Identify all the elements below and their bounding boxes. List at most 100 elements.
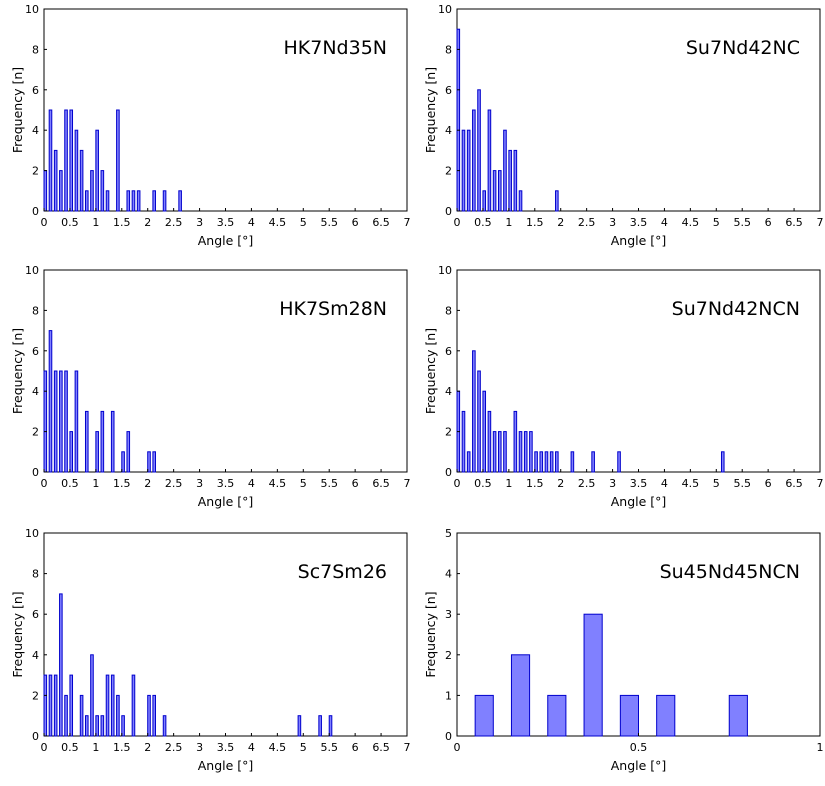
histogram-bar xyxy=(74,370,79,473)
x-tick-label: 2.5 xyxy=(578,477,596,490)
y-tick-label: 6 xyxy=(445,345,452,358)
histogram-bar xyxy=(48,330,53,473)
histogram-bar xyxy=(152,190,156,212)
histogram-bar xyxy=(487,410,492,473)
y-tick-label: 8 xyxy=(32,568,39,581)
histogram-bar xyxy=(95,715,99,737)
x-tick-label: 4.5 xyxy=(682,216,700,229)
histogram-bar xyxy=(100,170,105,212)
x-tick-label: 6 xyxy=(352,477,359,490)
y-tick-label: 8 xyxy=(445,43,452,56)
histogram-bar xyxy=(492,170,497,212)
histogram-bar xyxy=(74,129,79,212)
x-tick-label: 0.5 xyxy=(61,477,79,490)
x-tick-label: 5 xyxy=(300,216,307,229)
x-tick-label: 3.5 xyxy=(630,216,648,229)
x-tick-label: 1.5 xyxy=(113,477,131,490)
x-tick-label: 0 xyxy=(41,216,48,229)
histogram-bar xyxy=(555,190,559,212)
x-tick-label: 0.5 xyxy=(474,477,492,490)
histogram-bar xyxy=(570,451,575,473)
x-tick-label: 2.5 xyxy=(165,741,183,754)
x-tick-label: 2 xyxy=(144,216,151,229)
histogram-bar xyxy=(100,410,105,473)
x-tick-label: 3.5 xyxy=(217,741,235,754)
y-tick-label: 10 xyxy=(25,3,39,16)
y-tick-label: 0 xyxy=(32,205,39,218)
x-tick-label: 6.5 xyxy=(372,477,390,490)
x-tick-label: 1 xyxy=(505,477,512,490)
x-tick-label: 2 xyxy=(144,477,151,490)
histogram-bar xyxy=(510,654,531,737)
y-tick-label: 4 xyxy=(445,385,452,398)
x-tick-label: 0.5 xyxy=(61,216,79,229)
x-tick-label: 0 xyxy=(454,216,461,229)
x-tick-label: 5.5 xyxy=(320,216,338,229)
histogram-bar xyxy=(152,694,156,737)
histogram-bar xyxy=(472,109,476,212)
x-tick-label: 4.5 xyxy=(269,477,287,490)
histogram-bar xyxy=(492,431,497,473)
histogram-bar xyxy=(43,370,48,473)
histogram-bar xyxy=(477,370,481,473)
x-tick-label: 1.5 xyxy=(526,477,544,490)
x-axis-label: Angle [°] xyxy=(198,494,254,509)
y-tick-label: 4 xyxy=(32,124,39,137)
histogram-bar xyxy=(90,654,94,737)
x-tick-label: 3 xyxy=(609,477,616,490)
x-tick-label: 4 xyxy=(248,741,255,754)
histogram-bar xyxy=(90,170,94,212)
histogram-bar xyxy=(59,170,63,212)
x-tick-label: 3.5 xyxy=(630,477,648,490)
histogram-bar xyxy=(53,149,58,212)
histogram-bar xyxy=(617,451,621,473)
histogram-bar xyxy=(147,451,151,473)
y-axis-label: Frequency [n] xyxy=(10,591,25,677)
y-tick-label: 5 xyxy=(445,527,452,540)
histogram-bar xyxy=(79,694,84,737)
y-tick-label: 3 xyxy=(445,608,452,621)
panel-title: HK7Nd35N xyxy=(284,37,388,59)
histogram-bar xyxy=(591,451,595,473)
histogram-bar xyxy=(583,613,603,737)
x-tick-label: 5 xyxy=(300,741,307,754)
histogram-bar xyxy=(162,190,167,212)
x-tick-label: 4 xyxy=(661,477,668,490)
y-tick-label: 10 xyxy=(438,3,452,16)
histogram-bar xyxy=(126,190,131,212)
histogram-bar xyxy=(518,431,523,473)
histogram-bar xyxy=(482,390,487,473)
x-axis-label: Angle [°] xyxy=(611,494,667,509)
histogram-bar xyxy=(328,715,333,737)
histogram-bar xyxy=(513,149,518,212)
x-tick-label: 4 xyxy=(248,216,255,229)
histogram-panel: 0 2 4 6 8 10 0 0.5 1 1.5 2 2.5 3 3.5 4 4.5 5 5.5 6 6.5 7 Angl… xyxy=(10,527,411,773)
x-tick-label: 7 xyxy=(404,216,411,229)
histogram-bar xyxy=(59,370,63,473)
histogram-bar xyxy=(84,410,89,473)
x-tick-label: 2.5 xyxy=(578,216,596,229)
histogram-bar xyxy=(69,431,74,473)
histogram-bar xyxy=(84,190,89,212)
histogram-bar xyxy=(69,674,74,737)
x-tick-label: 2 xyxy=(557,216,564,229)
y-tick-label: 0 xyxy=(445,466,452,479)
y-tick-label: 10 xyxy=(25,264,39,277)
histogram-bar xyxy=(53,674,58,737)
x-tick-label: 0 xyxy=(41,477,48,490)
x-tick-label: 6 xyxy=(765,216,772,229)
histogram-bar xyxy=(116,109,120,212)
histogram-bar xyxy=(121,715,125,737)
x-tick-label: 5.5 xyxy=(320,741,338,754)
x-tick-label: 3 xyxy=(609,216,616,229)
histogram-bar xyxy=(555,451,559,473)
y-tick-label: 2 xyxy=(32,426,39,439)
x-tick-label: 6.5 xyxy=(785,216,803,229)
histogram-panel: 0 2 4 6 8 10 0 0.5 1 1.5 2 2.5 3 3.5 4 4.5 5 5.5 6 6.5 7 Angl… xyxy=(10,3,411,248)
x-tick-label: 5.5 xyxy=(320,477,338,490)
x-tick-label: 3 xyxy=(196,477,203,490)
x-tick-label: 6.5 xyxy=(372,216,390,229)
y-tick-label: 8 xyxy=(445,304,452,317)
